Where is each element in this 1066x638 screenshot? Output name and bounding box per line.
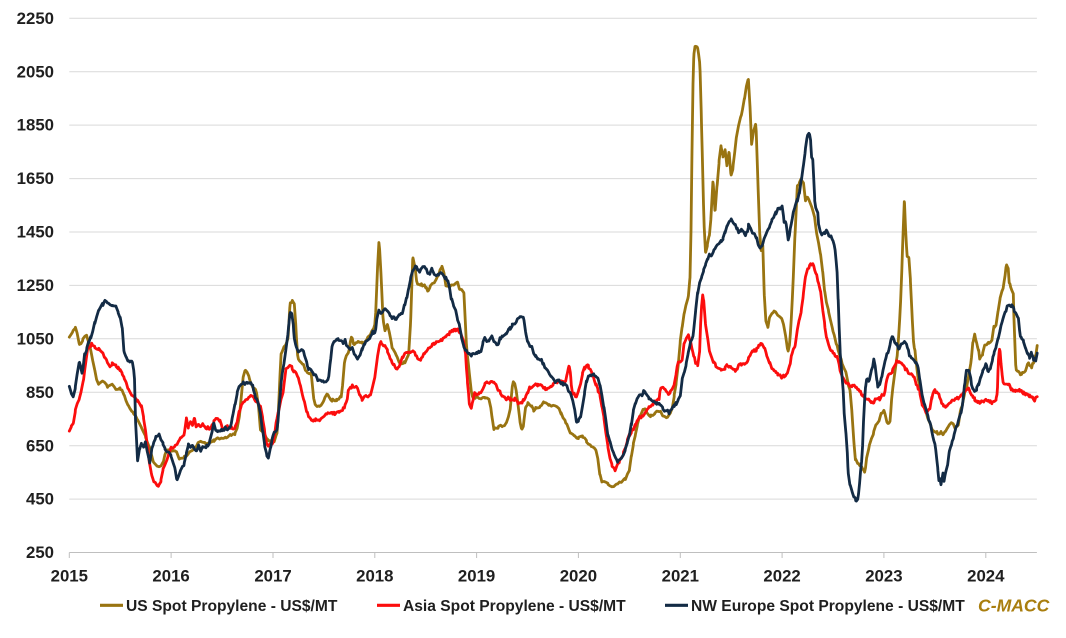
svg-text:2016: 2016: [152, 567, 189, 586]
svg-text:850: 850: [26, 383, 54, 402]
svg-text:1650: 1650: [17, 169, 54, 188]
svg-text:2018: 2018: [356, 567, 393, 586]
svg-text:2021: 2021: [662, 567, 699, 586]
svg-text:US Spot Propylene - US$/MT: US Spot Propylene - US$/MT: [126, 598, 338, 615]
svg-text:2050: 2050: [17, 62, 54, 81]
svg-text:1050: 1050: [17, 329, 54, 348]
svg-text:2024: 2024: [967, 567, 1005, 586]
svg-text:1850: 1850: [17, 116, 54, 135]
svg-text:2020: 2020: [560, 567, 597, 586]
svg-text:C-MACC: C-MACC: [978, 596, 1050, 616]
svg-text:2017: 2017: [254, 567, 291, 586]
svg-text:250: 250: [26, 543, 54, 562]
svg-text:2022: 2022: [763, 567, 800, 586]
svg-text:2015: 2015: [51, 567, 88, 586]
svg-text:650: 650: [26, 436, 54, 455]
svg-text:NW Europe Spot Propylene - US$: NW Europe Spot Propylene - US$/MT: [691, 598, 965, 615]
svg-text:2023: 2023: [865, 567, 902, 586]
svg-text:1250: 1250: [17, 276, 54, 295]
svg-text:2019: 2019: [458, 567, 495, 586]
svg-text:1450: 1450: [17, 223, 54, 242]
svg-text:Asia Spot Propylene - US$/MT: Asia Spot Propylene - US$/MT: [403, 598, 626, 615]
svg-text:450: 450: [26, 490, 54, 509]
svg-text:2250: 2250: [17, 9, 54, 28]
